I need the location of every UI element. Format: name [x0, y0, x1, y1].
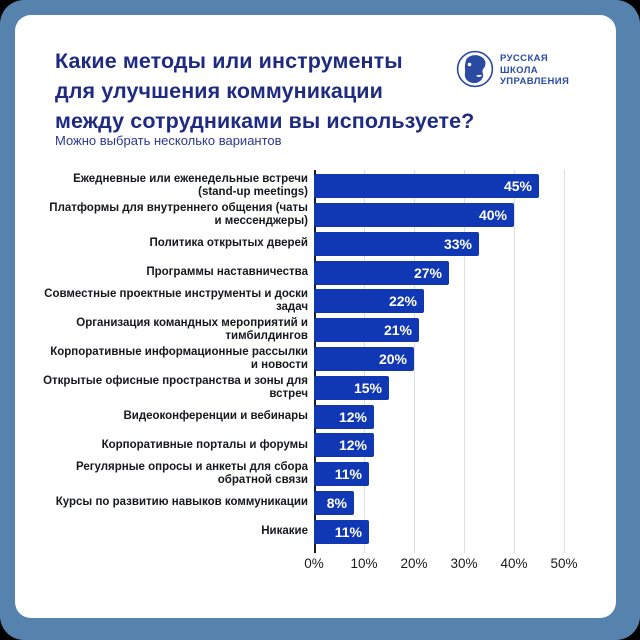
bar-row: Платформы для внутреннего общения (чаты …	[40, 201, 580, 230]
bar-value-label: 11%	[334, 523, 362, 540]
bar: 11%	[314, 519, 369, 544]
chart-rows: Ежедневные или еженедельные встречи (sta…	[40, 172, 580, 546]
bar: 15%	[314, 375, 389, 400]
bar-track: 45%	[314, 174, 580, 199]
bar: 22%	[314, 289, 424, 314]
bar-track: 12%	[314, 433, 580, 458]
logo: РУССКАЯ ШКОЛА УПРАВЛЕНИЯ	[456, 50, 569, 93]
bar: 20%	[314, 346, 414, 371]
category-label: Ежедневные или еженедельные встречи (sta…	[73, 173, 308, 199]
bar-track: 21%	[314, 318, 580, 343]
bar-track: 33%	[314, 231, 580, 256]
bar-track: 27%	[314, 260, 580, 285]
bar-value-label: 21%	[383, 322, 412, 339]
bar-row: Ежедневные или еженедельные встречи (sta…	[40, 172, 580, 201]
bar-row: Курсы по развитию навыков коммуникации 8%	[40, 488, 580, 517]
category-label: Совместные проектные инструменты и доски…	[44, 288, 308, 314]
logo-text-line: УПРАВЛЕНИЯ	[500, 76, 570, 87]
category-label: Курсы по развитию навыков коммуникации	[55, 496, 308, 509]
page-title: Какие методы или инструменты для улучшен…	[55, 46, 474, 136]
category-label: Политика открытых дверей	[149, 237, 308, 250]
bar-row: Программы наставничества 27%	[40, 258, 580, 287]
x-axis-tick: 0%	[304, 556, 324, 571]
x-axis-tick: 50%	[550, 556, 578, 571]
page-title-line: Какие методы или инструменты	[55, 49, 403, 73]
bar-row: Политика открытых дверей 33%	[40, 230, 580, 259]
logo-text: РУССКАЯ ШКОЛА УПРАВЛЕНИЯ	[500, 53, 569, 88]
bar-track: 11%	[314, 462, 580, 487]
bar-value-label: 12%	[338, 437, 367, 454]
bar-row: Регулярные опросы и анкеты для сбора обр…	[40, 460, 580, 489]
bar-track: 12%	[314, 404, 580, 429]
bar-track: 40%	[314, 203, 580, 228]
gridline-40	[514, 170, 515, 553]
category-label: Видеоконференции и вебинары	[123, 410, 308, 422]
logo-text-line: РУССКАЯ	[500, 53, 549, 64]
bar: 33%	[314, 231, 479, 256]
bar: 45%	[314, 174, 539, 199]
bar-value-label: 20%	[378, 350, 407, 367]
logo-text-line: ШКОЛА	[500, 64, 539, 76]
bar-track: 15%	[314, 375, 580, 400]
bar: 11%	[314, 462, 369, 487]
bar-row: Корпоративные порталы и форумы 12%	[40, 431, 580, 460]
bar-value-label: 8%	[326, 494, 347, 511]
bar-value-label: 15%	[353, 379, 382, 396]
bar-value-label: 27%	[413, 264, 442, 281]
bar-row: Открытые офисные пространства и зоны для…	[40, 373, 580, 402]
bar-value-label: 45%	[503, 178, 532, 195]
bar: 27%	[314, 260, 449, 285]
bar-row: Никакие 11%	[40, 517, 580, 546]
bar-row: Видеоконференции и вебинары 12%	[40, 402, 580, 431]
bar: 8%	[314, 490, 354, 515]
bar-value-label: 22%	[388, 293, 417, 310]
bar-row: Совместные проектные инструменты и доски…	[40, 287, 580, 316]
x-axis-tick: 20%	[400, 556, 428, 571]
bar: 12%	[314, 404, 374, 429]
logo-face-icon	[456, 50, 494, 93]
bar-track: 11%	[314, 519, 580, 544]
category-label: Открытые офисные пространства и зоны для…	[43, 374, 308, 400]
x-axis-tick: 10%	[350, 556, 378, 571]
bar-value-label: 40%	[478, 207, 507, 224]
category-label: Никакие	[261, 525, 308, 538]
bar: 40%	[314, 203, 514, 228]
bar: 12%	[314, 433, 374, 458]
bar-row: Организация командных мероприятий и тимб…	[40, 316, 580, 345]
bar-track: 20%	[314, 346, 580, 371]
page-title-line: между сотрудниками вы используете?	[55, 109, 475, 133]
category-label: Платформы для внутреннего общения (чаты …	[49, 202, 308, 228]
bar-track: 8%	[314, 490, 580, 515]
category-label: Корпоративные информационные рассылки и …	[50, 345, 308, 371]
bar-track: 22%	[314, 289, 580, 314]
x-axis-tick: 30%	[450, 556, 478, 571]
bar: 21%	[314, 318, 419, 343]
category-label: Регулярные опросы и анкеты для сбора обр…	[75, 461, 308, 487]
bar-row: Корпоративные информационные рассылки и …	[40, 345, 580, 374]
category-label: Программы наставничества	[146, 266, 308, 279]
gridline-30	[464, 170, 465, 553]
category-label: Организация командных мероприятий и тимб…	[76, 317, 308, 343]
x-axis-tick: 40%	[500, 556, 528, 571]
category-label: Корпоративные порталы и форумы	[101, 438, 308, 451]
gridline-50	[564, 170, 565, 553]
x-axis: 0% 10% 20% 30% 40% 50%	[304, 556, 577, 576]
bar-value-label: 12%	[338, 408, 367, 425]
page-subtitle: Можно выбрать несколько вариантов	[55, 133, 282, 148]
gridline-20	[414, 170, 415, 553]
bar-value-label: 11%	[334, 466, 362, 483]
page-title-line: для улучшения коммуникации	[55, 79, 383, 103]
bar-value-label: 33%	[443, 235, 472, 252]
